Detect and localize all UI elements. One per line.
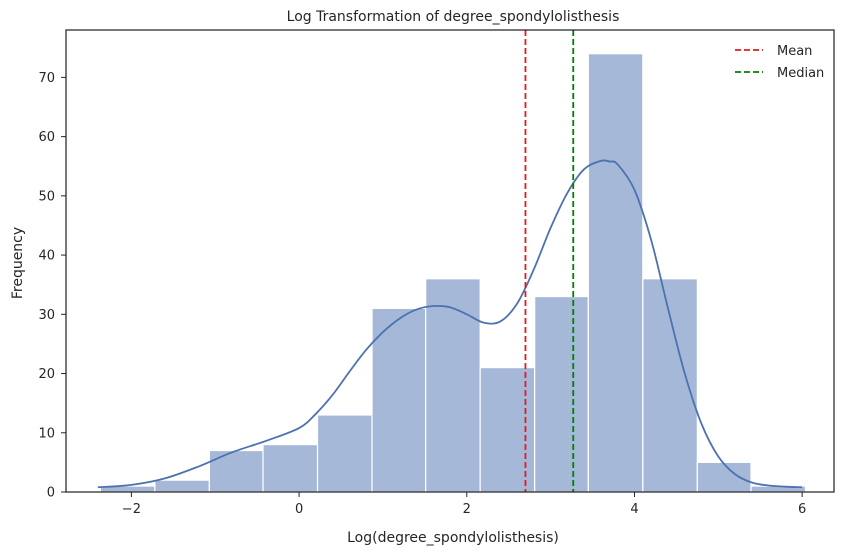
legend: Mean Median — [735, 44, 824, 81]
y-tick-label: 60 — [38, 130, 55, 145]
histogram-bars — [99, 53, 807, 493]
x-axis-label: Log(degree_spondylolisthesis) — [347, 530, 559, 546]
histogram-bar — [696, 461, 752, 493]
y-tick-label: 20 — [38, 367, 55, 382]
histogram-bar — [534, 295, 589, 493]
x-tick-label: 2 — [463, 502, 471, 517]
chart-title: Log Transformation of degree_spondylolis… — [287, 9, 620, 25]
plot-frame — [65, 29, 835, 493]
x-tick-label: −2 — [122, 502, 141, 517]
x-axis-ticks: −2 0 2 4 6 — [122, 492, 806, 517]
reference-lines — [524, 30, 575, 492]
y-tick-label: 30 — [38, 308, 55, 323]
x-tick-label: 4 — [630, 502, 638, 517]
y-tick-label: 10 — [38, 426, 55, 441]
y-tick-label: 40 — [38, 249, 55, 264]
histogram-bar — [208, 449, 264, 493]
y-axis-ticks: 0 10 20 30 40 50 60 70 — [38, 71, 66, 501]
kde-layer — [97, 159, 803, 489]
histogram-bar — [262, 444, 319, 493]
x-tick-label: 0 — [295, 502, 303, 517]
histogram-bar — [479, 367, 536, 493]
y-tick-label: 50 — [38, 189, 55, 204]
x-tick-label: 6 — [798, 502, 806, 517]
histogram-bar — [425, 278, 481, 493]
histogram-bar — [587, 53, 644, 493]
legend-label-median: Median — [777, 66, 824, 81]
y-tick-label: 70 — [38, 71, 55, 86]
histogram-bar — [316, 414, 373, 493]
histogram-bar — [154, 479, 210, 493]
kde-curve — [97, 159, 803, 489]
y-tick-label: 0 — [47, 486, 55, 501]
legend-label-mean: Mean — [777, 44, 812, 59]
y-axis-label: Frequency — [10, 227, 26, 299]
